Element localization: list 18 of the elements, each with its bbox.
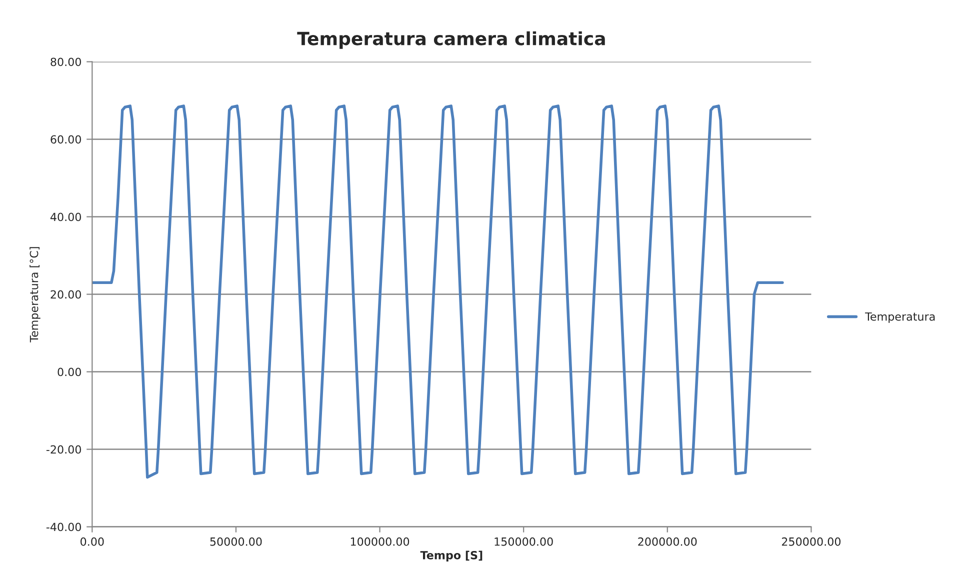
x-tick-label: 0.00: [80, 537, 104, 546]
y-tick-label: 20.00: [50, 290, 82, 299]
x-tick-label: 250000.00: [782, 537, 841, 546]
y-tick-label: 40.00: [50, 212, 82, 222]
y-tick-label: 0.00: [58, 368, 82, 376]
x-axis-title: Tempo [S]: [420, 550, 482, 562]
y-axis-title: Temperatura [°C]: [30, 247, 40, 342]
legend-label: Temperatura: [865, 312, 935, 323]
x-tick-label: 150000.00: [494, 537, 553, 546]
x-tick-label: 200000.00: [638, 537, 697, 546]
x-tick-label: 50000.00: [210, 537, 262, 546]
y-tick-label: -20.00: [46, 445, 82, 454]
y-tick-label: 60.00: [50, 135, 82, 144]
x-tick-label: 100000.00: [350, 537, 410, 546]
y-tick-label: 80.00: [50, 58, 82, 66]
y-tick-label: -40.00: [46, 522, 82, 532]
chart-title: Temperatura camera climatica: [297, 31, 605, 49]
line-series: [92, 104, 784, 479]
